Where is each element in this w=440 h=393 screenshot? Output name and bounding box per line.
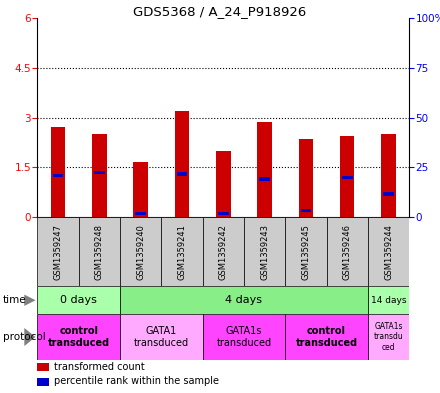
Text: GDS5368 / A_24_P918926: GDS5368 / A_24_P918926 — [133, 5, 307, 18]
Text: protocol: protocol — [3, 332, 46, 342]
Text: GATA1s
transdu
ced: GATA1s transdu ced — [374, 322, 403, 352]
Bar — [244, 217, 285, 286]
Bar — [120, 286, 368, 314]
Bar — [37, 363, 48, 371]
Text: GSM1359248: GSM1359248 — [95, 224, 104, 280]
Bar — [216, 151, 231, 217]
Text: GSM1359246: GSM1359246 — [343, 224, 352, 280]
Text: GSM1359242: GSM1359242 — [219, 224, 228, 280]
Bar — [381, 134, 396, 217]
Bar — [51, 127, 65, 217]
Polygon shape — [24, 328, 36, 346]
Bar — [120, 314, 203, 360]
Bar — [368, 314, 409, 360]
Bar — [37, 378, 48, 386]
Text: GSM1359241: GSM1359241 — [177, 224, 187, 280]
Bar — [340, 136, 355, 217]
Bar — [161, 217, 203, 286]
Bar — [176, 173, 187, 176]
Text: GATA1s
transduced: GATA1s transduced — [216, 326, 271, 348]
Bar — [326, 217, 368, 286]
Bar — [175, 111, 189, 217]
Bar — [285, 217, 326, 286]
Bar — [92, 134, 106, 217]
Bar — [120, 217, 161, 286]
Text: GSM1359244: GSM1359244 — [384, 224, 393, 280]
Bar — [342, 176, 352, 179]
Bar — [383, 192, 394, 196]
Bar — [94, 171, 105, 174]
Bar — [285, 314, 368, 360]
Bar — [218, 212, 229, 215]
Text: GSM1359247: GSM1359247 — [54, 224, 62, 280]
Bar — [79, 217, 120, 286]
Text: control
transduced: control transduced — [48, 326, 110, 348]
Bar — [259, 177, 270, 181]
Text: 0 days: 0 days — [60, 295, 97, 305]
Polygon shape — [24, 295, 36, 306]
Bar — [37, 217, 79, 286]
Text: 14 days: 14 days — [371, 296, 406, 305]
Text: GATA1
transduced: GATA1 transduced — [134, 326, 189, 348]
Text: transformed count: transformed count — [54, 362, 145, 372]
Bar — [257, 123, 272, 217]
Text: percentile rank within the sample: percentile rank within the sample — [54, 376, 219, 386]
Text: time: time — [3, 295, 26, 305]
Bar — [37, 286, 120, 314]
Bar — [37, 314, 120, 360]
Text: GSM1359245: GSM1359245 — [301, 224, 311, 280]
Bar — [203, 314, 285, 360]
Bar — [53, 174, 63, 177]
Text: 4 days: 4 days — [225, 295, 262, 305]
Text: GSM1359240: GSM1359240 — [136, 224, 145, 280]
Bar — [203, 217, 244, 286]
Bar — [368, 286, 409, 314]
Bar — [135, 212, 146, 215]
Bar — [368, 217, 409, 286]
Bar — [301, 209, 312, 212]
Text: GSM1359243: GSM1359243 — [260, 224, 269, 280]
Bar — [133, 162, 148, 217]
Bar — [299, 139, 313, 217]
Text: control
transduced: control transduced — [296, 326, 358, 348]
